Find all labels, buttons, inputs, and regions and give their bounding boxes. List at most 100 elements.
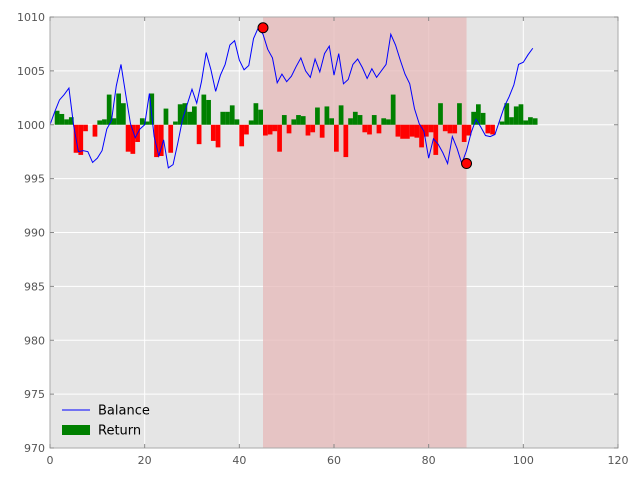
y-tick-label: 975: [24, 388, 45, 401]
return-bar: [438, 103, 443, 125]
return-bar: [182, 103, 188, 125]
return-bar: [121, 103, 126, 125]
return-bar: [296, 115, 301, 125]
return-bar: [272, 124, 278, 132]
return-bar: [64, 119, 69, 125]
return-bar: [466, 124, 472, 136]
y-tick-label: 970: [24, 442, 45, 455]
highlight-span-layer: [263, 17, 467, 448]
return-bar: [177, 104, 183, 125]
return-bar: [452, 124, 458, 134]
return-bar: [423, 124, 429, 137]
return-bar: [509, 117, 514, 125]
return-bar: [267, 124, 273, 135]
extreme-marker: [257, 22, 269, 34]
x-tick-label: 0: [47, 454, 54, 467]
return-bar: [210, 124, 216, 141]
return-bar: [163, 108, 169, 125]
axis-ticks: 970 975 980 985 990 995 1000 1005 1010 0 20 40 60 80 1…: [17, 11, 629, 467]
return-bar: [244, 124, 249, 135]
return-bar: [234, 119, 240, 125]
return-bar: [485, 124, 491, 134]
return-bar: [343, 124, 349, 158]
extreme-marker: [461, 158, 473, 170]
return-bar: [59, 113, 65, 125]
return-bar: [433, 124, 439, 155]
return-bar: [371, 115, 377, 125]
x-tick-label: 40: [232, 454, 246, 467]
balance-line: [49, 26, 534, 169]
return-bar: [457, 103, 462, 125]
return-bar: [225, 111, 230, 125]
y-tick-label: 990: [24, 227, 45, 240]
return-bar: [263, 124, 268, 136]
return-bar: [239, 124, 245, 147]
return-bar: [357, 115, 363, 125]
y-tick-label: 980: [24, 334, 45, 347]
legend-balance-label: Balance: [98, 404, 150, 419]
return-bar: [286, 124, 292, 134]
y-tick-label: 1010: [17, 11, 45, 24]
return-bar: [187, 111, 192, 125]
return-bar: [281, 115, 287, 125]
return-bar: [111, 118, 117, 125]
return-bar: [206, 99, 211, 125]
return-bar: [248, 120, 254, 125]
y-tick-label: 985: [24, 280, 45, 293]
return-bar: [338, 105, 344, 125]
return-bar: [54, 110, 60, 125]
return-bar: [348, 118, 353, 125]
return-bar: [173, 121, 178, 125]
return-bar: [305, 124, 311, 136]
return-bar: [168, 124, 174, 153]
x-tick-label: 80: [422, 454, 436, 467]
return-bar: [68, 117, 74, 125]
return-bar: [158, 124, 164, 156]
x-tick-label: 60: [327, 454, 341, 467]
return-bar: [390, 94, 396, 125]
return-bar: [409, 124, 415, 137]
return-bar: [523, 120, 529, 125]
return-bar: [253, 103, 259, 125]
return-bar: [106, 94, 112, 125]
return-bar: [428, 124, 434, 133]
return-bar: [400, 124, 405, 139]
return-bar: [480, 112, 486, 125]
return-bar: [102, 119, 107, 125]
return-bar: [215, 124, 221, 148]
return-bar: [192, 106, 197, 125]
return-bar: [395, 124, 401, 137]
return-bar: [447, 124, 453, 134]
return-bar: [405, 124, 410, 139]
return-bar: [149, 93, 155, 125]
return-bar: [381, 118, 387, 125]
return-bar: [367, 124, 372, 135]
return-bar: [471, 111, 476, 125]
return-bar: [97, 120, 103, 125]
highlight-span: [263, 17, 467, 448]
balance-line-layer: [49, 26, 534, 169]
return-bar: [196, 124, 202, 145]
return-bar: [144, 121, 150, 125]
return-bar: [518, 104, 524, 125]
return-bar: [258, 109, 263, 125]
y-tick-label: 995: [24, 173, 45, 186]
return-bar: [528, 117, 533, 125]
return-bar: [532, 118, 538, 125]
return-bar: [324, 106, 330, 125]
x-tick-label: 120: [608, 454, 629, 467]
return-bar: [277, 124, 282, 152]
return-bar: [476, 104, 481, 125]
legend-return-swatch: [62, 425, 90, 435]
return-bar: [291, 119, 297, 125]
legend-return-label: Return: [98, 424, 141, 439]
return-bar: [499, 121, 505, 125]
return-bar: [334, 124, 339, 152]
return-bar: [442, 124, 448, 132]
return-bar: [92, 124, 98, 137]
extreme-markers: [257, 22, 473, 170]
return-bar: [315, 107, 320, 125]
return-bar: [352, 111, 358, 125]
return-bar: [300, 116, 306, 125]
